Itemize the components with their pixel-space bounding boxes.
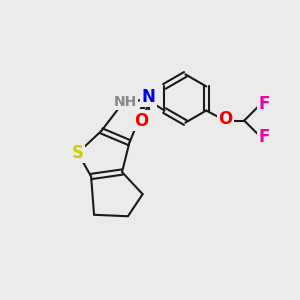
Text: C: C [133,110,144,125]
Text: NH: NH [113,95,136,109]
Text: S: S [72,144,84,162]
Text: F: F [258,95,270,113]
Text: F: F [258,128,270,146]
Text: O: O [218,110,232,128]
Text: O: O [134,112,148,130]
Text: N: N [142,88,155,106]
